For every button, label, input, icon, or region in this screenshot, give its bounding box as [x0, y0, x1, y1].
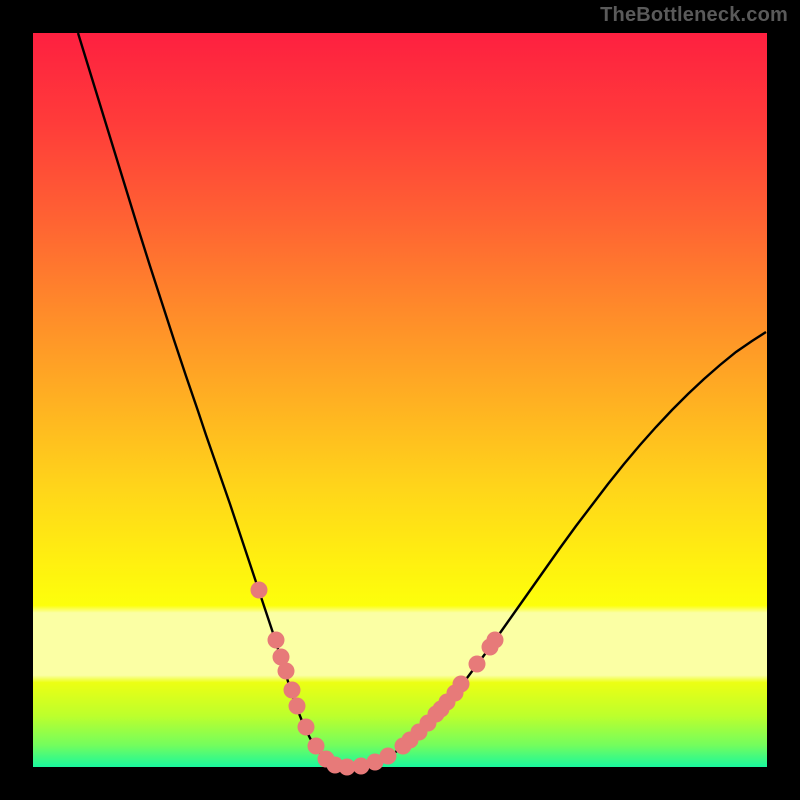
- data-point: [268, 632, 285, 649]
- data-point: [380, 748, 397, 765]
- data-point: [487, 632, 504, 649]
- data-point: [284, 682, 301, 699]
- data-point: [469, 656, 486, 673]
- plot-background: [33, 33, 767, 767]
- chart-svg: [0, 0, 800, 800]
- chart-frame: TheBottleneck.com: [0, 0, 800, 800]
- watermark-text: TheBottleneck.com: [600, 4, 788, 27]
- data-point: [251, 582, 268, 599]
- data-point: [298, 719, 315, 736]
- data-point: [289, 698, 306, 715]
- data-point: [278, 663, 295, 680]
- data-point: [453, 676, 470, 693]
